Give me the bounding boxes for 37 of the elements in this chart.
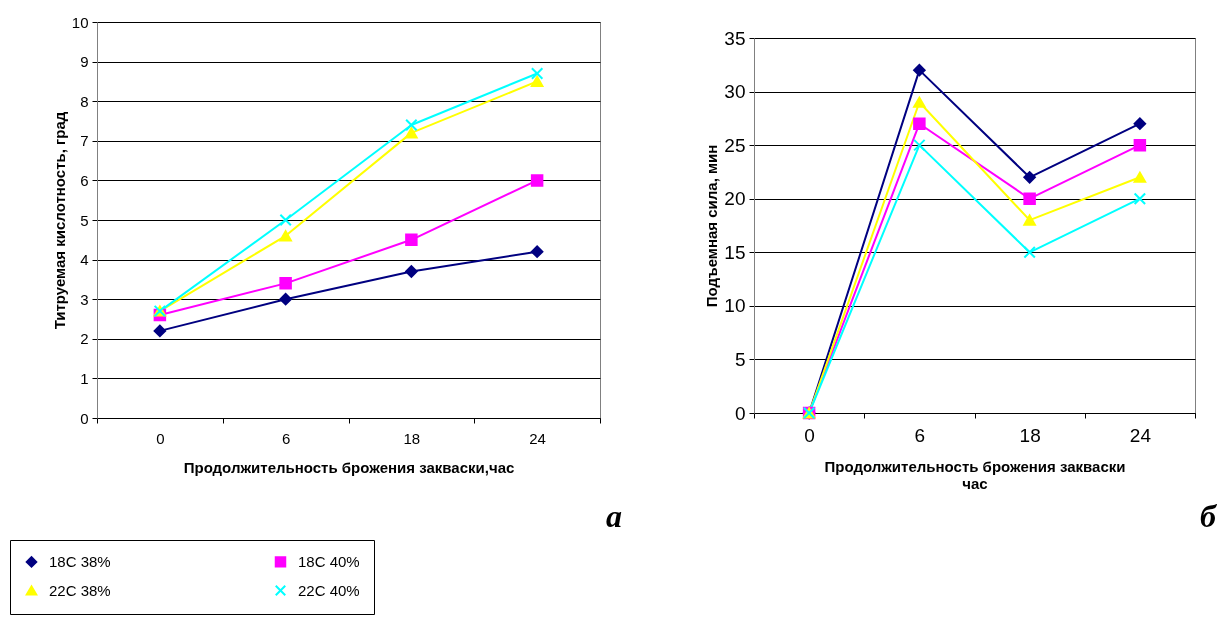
y-tick-label: 2: [80, 330, 89, 348]
y-tick-label: 4: [80, 251, 89, 269]
x-tick-label: 18: [1019, 424, 1041, 446]
y-tick-label: 10: [724, 295, 746, 317]
legend-label: 22C 38%: [49, 581, 111, 599]
y-tick-label: 8: [80, 92, 89, 110]
x-tick-label: 24: [1129, 424, 1152, 446]
y-tick-label: 25: [724, 134, 746, 156]
x-tick-label: 6: [914, 424, 926, 446]
text: а: [606, 498, 622, 535]
x-tick-label: 0: [156, 429, 165, 447]
y-tick-label: 7: [80, 132, 89, 150]
y-tick-label: 0: [734, 402, 746, 424]
y-tick-label: 0: [80, 409, 89, 427]
x-axis-title: Продолжительность брожения закваски,час: [183, 458, 515, 476]
y-tick-label: 6: [80, 171, 89, 189]
x-tick-label: 0: [804, 424, 815, 446]
y-tick-label: 30: [724, 81, 746, 103]
y-tick-label: 35: [724, 27, 746, 49]
y-tick-label: 3: [80, 290, 89, 308]
legend-label: 22C 40%: [298, 581, 360, 599]
x-tick-label: 18: [403, 429, 421, 447]
x-tick-label: 6: [281, 429, 291, 447]
y-tick-label: 9: [80, 53, 89, 71]
y-tick-label: 5: [80, 211, 89, 229]
legend-label: 18C 40%: [298, 552, 360, 570]
y-tick-label: 1: [80, 369, 89, 387]
x-axis-title: Продолжительность брожения закваски час: [824, 457, 1126, 492]
x-tick-label: 24: [529, 429, 546, 447]
y-axis-title: Титруемая кислотность, град: [50, 111, 68, 330]
legend-label: 18C 38%: [49, 552, 111, 570]
y-tick-label: 10: [71, 13, 89, 31]
y-tick-label: 15: [724, 241, 746, 263]
y-axis-title: Подъемная сила, мин: [703, 144, 721, 308]
y-tick-label: 20: [724, 188, 746, 210]
y-tick-label: 5: [734, 348, 746, 370]
text: б: [1200, 498, 1216, 535]
